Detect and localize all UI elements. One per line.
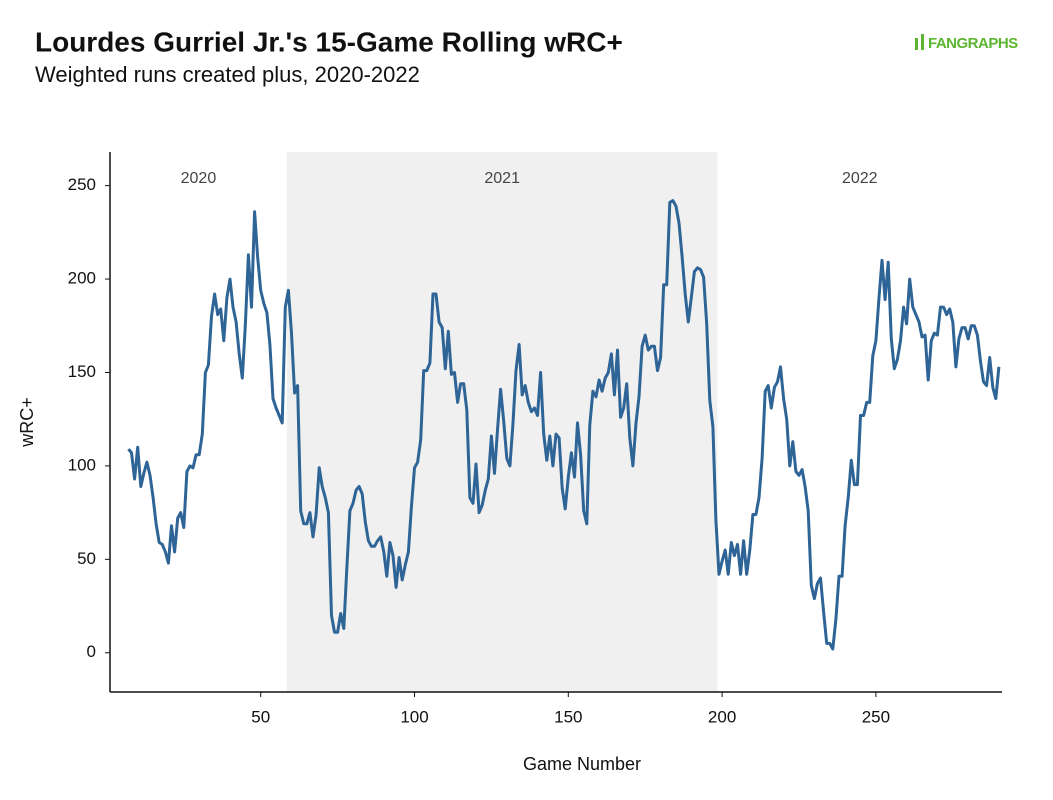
logo-icon xyxy=(915,38,918,50)
y-tick-label: 200 xyxy=(68,269,96,288)
chart-title: Lourdes Gurriel Jr.'s 15-Game Rolling wR… xyxy=(35,26,623,57)
x-tick-label: 200 xyxy=(708,707,736,726)
period-label: 2022 xyxy=(842,170,878,187)
y-tick-label: 250 xyxy=(68,175,96,194)
period-label: 2020 xyxy=(181,170,217,187)
logo-text: FANGRAPHS xyxy=(928,35,1018,52)
chart-subtitle: Weighted runs created plus, 2020-2022 xyxy=(35,62,420,87)
x-tick-label: 250 xyxy=(862,707,890,726)
y-tick-label: 100 xyxy=(68,455,96,474)
period-shade xyxy=(286,152,718,692)
logo: FANGRAPHS xyxy=(915,34,1019,52)
logo-icon xyxy=(921,34,924,50)
y-tick-label: 0 xyxy=(87,642,96,661)
x-tick-label: 50 xyxy=(251,707,270,726)
y-tick-label: 150 xyxy=(68,362,96,381)
y-tick-label: 50 xyxy=(77,549,96,568)
x-tick-label: 150 xyxy=(554,707,582,726)
data-line xyxy=(127,199,1001,651)
period-label: 2021 xyxy=(484,170,520,187)
x-axis-label: Game Number xyxy=(523,754,641,774)
y-axis-label: wRC+ xyxy=(17,397,37,448)
x-tick-label: 100 xyxy=(400,707,428,726)
